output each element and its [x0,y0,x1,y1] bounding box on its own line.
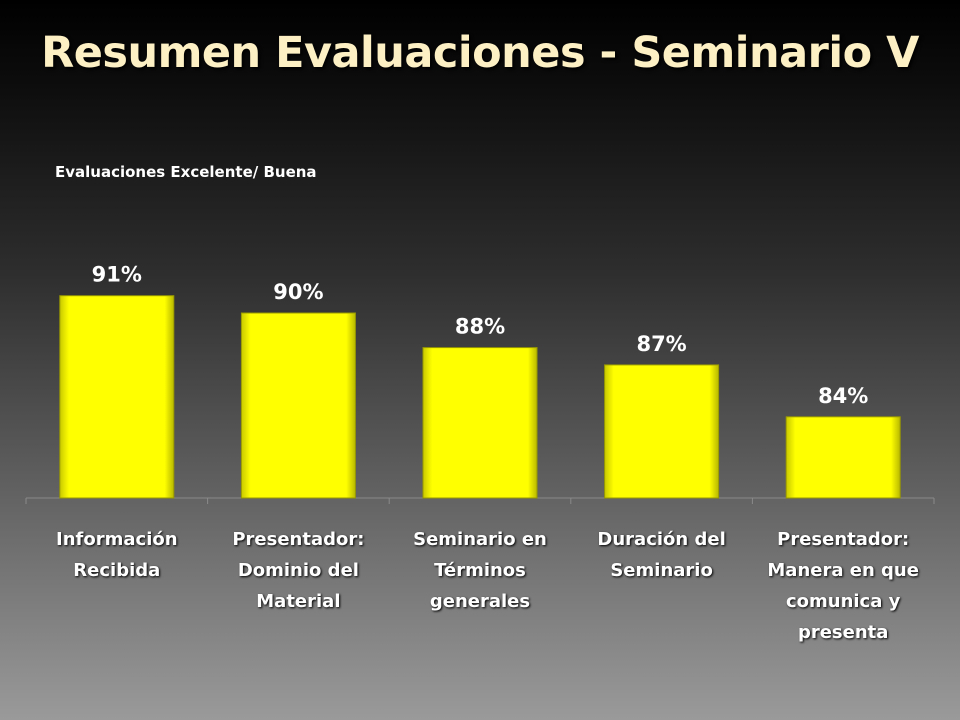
bar [422,347,538,499]
category-label: Información Recibida [56,529,178,581]
slide-title: Resumen Evaluaciones - Seminario V [41,28,919,78]
category-label: Duración del Seminario [597,529,726,581]
category-label: Seminario en Términos generales [413,529,547,612]
bar [785,416,901,499]
category-label: Presentador: Manera en que comunica y pr… [767,529,919,643]
bar [59,295,175,499]
data-label: 84% [818,384,868,408]
data-label: 88% [455,315,505,339]
bar [240,312,356,499]
data-label: 90% [273,280,323,304]
category-label: Presentador: Dominio del Material [232,529,365,612]
bar [604,364,720,499]
data-label: 91% [92,263,142,287]
chart-subtitle: Evaluaciones Excelente/ Buena [55,163,317,181]
data-label: 87% [636,332,686,356]
